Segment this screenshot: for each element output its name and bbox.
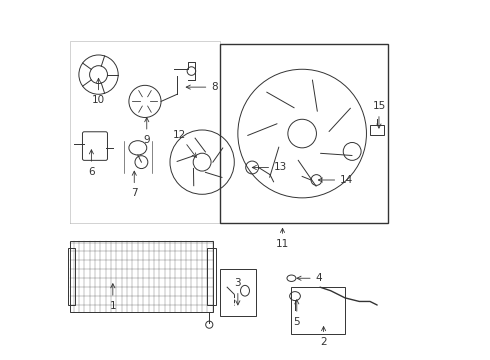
Text: 7: 7: [131, 171, 138, 198]
Text: 8: 8: [186, 82, 218, 92]
Text: 12: 12: [172, 130, 196, 157]
Bar: [207, 248, 217, 305]
Text: 11: 11: [276, 228, 289, 249]
FancyArrowPatch shape: [329, 108, 350, 131]
Text: 1: 1: [110, 284, 116, 311]
FancyArrowPatch shape: [313, 80, 318, 111]
Text: 2: 2: [320, 327, 327, 347]
FancyArrowPatch shape: [298, 160, 316, 186]
Text: 5: 5: [294, 300, 300, 327]
Text: 4: 4: [297, 273, 322, 283]
Bar: [370, 125, 384, 135]
FancyArrowPatch shape: [270, 147, 279, 177]
Text: 9: 9: [144, 118, 150, 145]
FancyArrowPatch shape: [320, 153, 352, 156]
FancyArrowPatch shape: [267, 92, 294, 108]
Text: 14: 14: [318, 175, 353, 185]
Text: 13: 13: [252, 162, 287, 172]
Text: 15: 15: [372, 101, 386, 128]
Bar: [220, 269, 256, 316]
FancyArrowPatch shape: [247, 124, 277, 135]
Bar: [220, 44, 388, 223]
Text: 3: 3: [235, 278, 241, 305]
Bar: [70, 241, 213, 312]
Bar: [68, 248, 75, 305]
Text: 6: 6: [88, 150, 95, 177]
Text: 10: 10: [92, 78, 105, 105]
Bar: [292, 287, 345, 334]
